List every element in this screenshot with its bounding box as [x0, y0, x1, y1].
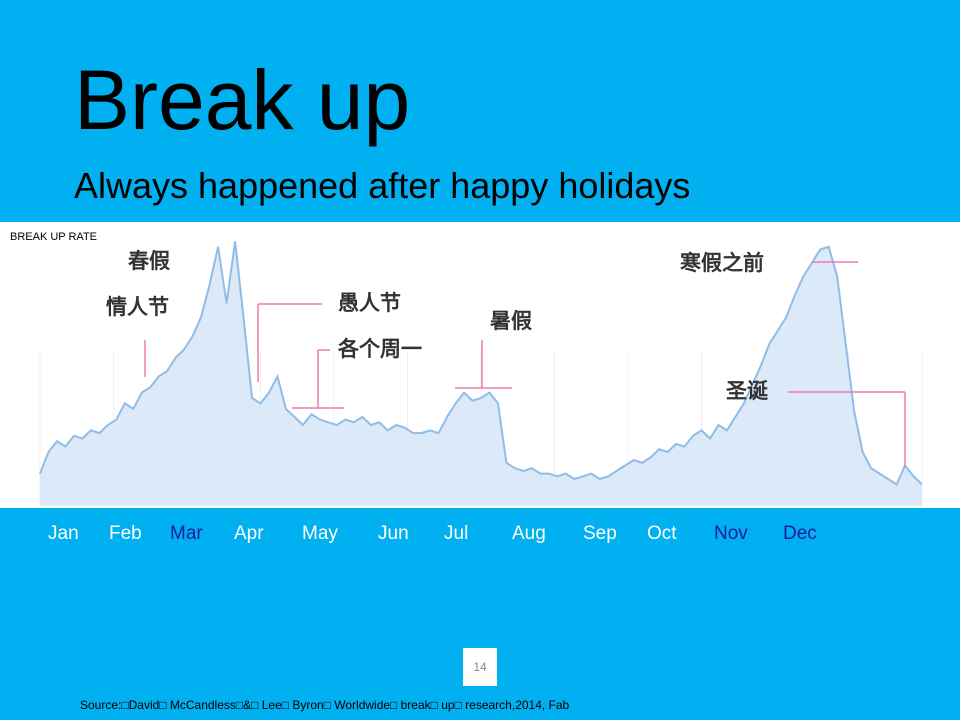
slide-subtitle: Always happened after happy holidays — [74, 165, 691, 206]
annotation-april-fools: 愚人节 — [338, 291, 401, 315]
annotation-summer-break: 暑假 — [490, 309, 532, 333]
annotation-before-winter-break: 寒假之前 — [680, 251, 764, 275]
month-label-jun: Jun — [378, 523, 409, 544]
annotation-valentines-day: 情人节 — [106, 295, 169, 319]
break-up-rate-line — [39, 241, 923, 486]
y-axis-label: BREAK UP RATE — [10, 231, 98, 243]
month-label-oct: Oct — [647, 523, 677, 544]
month-label-mar: Mar — [170, 523, 203, 544]
month-label-aug: Aug — [512, 523, 546, 544]
chart-panel: 春假 情人节 愚人节 各个周一 暑假 寒假之前 圣诞 — [0, 222, 960, 508]
month-label-jan: Jan — [48, 523, 79, 544]
month-label-may: May — [302, 523, 338, 544]
month-label-jul: Jul — [444, 523, 469, 544]
source-citation: Source:□David□ McCandless□&□ Lee□ Byron□… — [80, 698, 570, 712]
annotation-spring-break: 春假 — [128, 249, 170, 273]
break-up-rate-area — [40, 241, 922, 506]
break-up-rate-chart: 春假 情人节 愚人节 各个周一 暑假 寒假之前 圣诞 — [39, 241, 923, 506]
month-label-feb: Feb — [109, 523, 142, 544]
month-label-dec: Dec — [783, 523, 817, 544]
month-label-apr: Apr — [234, 523, 264, 544]
annotation-mondays: 各个周一 — [337, 337, 422, 361]
page-number: 14 — [463, 648, 497, 686]
slide-title: Break up — [74, 53, 411, 147]
annotation-christmas: 圣诞 — [726, 379, 769, 403]
month-label-sep: Sep — [583, 523, 617, 544]
month-label-nov: Nov — [714, 523, 748, 544]
